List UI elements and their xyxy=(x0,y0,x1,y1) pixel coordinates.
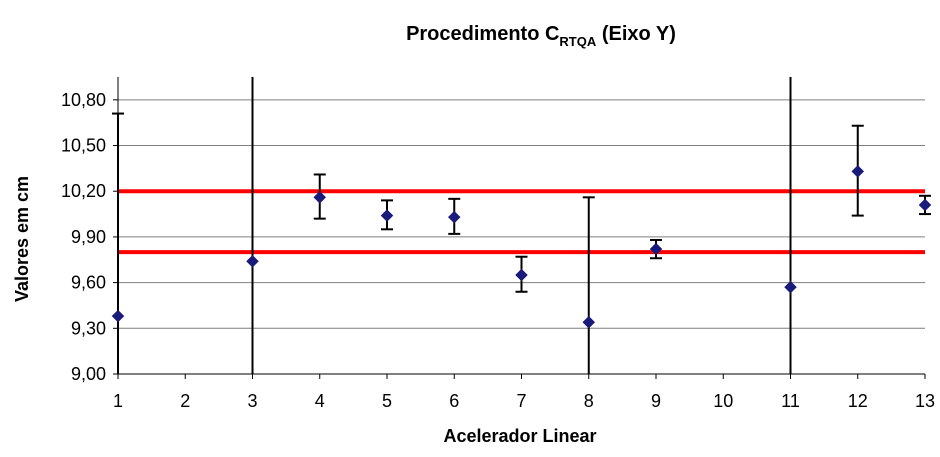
error-bars xyxy=(112,77,931,374)
x-tick-label: 11 xyxy=(781,391,800,411)
data-point-diamond xyxy=(784,280,797,294)
y-tick-label: 9,90 xyxy=(71,227,106,247)
y-tick-label: 10,50 xyxy=(61,136,106,156)
y-tick-label: 9,30 xyxy=(71,318,106,338)
chart-title: Procedimento CRTQA (Eixo Y) xyxy=(406,23,676,49)
y-tick-labels: 9,00 9,30 9,60 9,90 10,20 10,50 10,80 xyxy=(61,90,106,384)
x-tick-label: 2 xyxy=(180,391,190,411)
data-point-diamond xyxy=(582,315,596,329)
x-tick-labels: 1 2 3 4 5 6 7 8 9 10 11 12 13 xyxy=(113,391,935,411)
reference-lines xyxy=(118,189,925,255)
data-point-diamond xyxy=(918,198,932,212)
data-point-diamond xyxy=(380,209,394,222)
data-point-diamond xyxy=(515,268,528,282)
x-tick-label: 9 xyxy=(651,391,661,411)
x-tick-label: 10 xyxy=(713,391,733,411)
data-point-diamond xyxy=(447,210,461,224)
x-tick-label: 1 xyxy=(113,391,123,411)
data-point-diamond xyxy=(246,254,259,268)
data-point-diamond xyxy=(111,309,125,323)
data-point-diamond xyxy=(313,190,327,204)
x-tick-label: 4 xyxy=(315,391,325,411)
data-point-diamond xyxy=(649,242,663,256)
x-tick-label: 12 xyxy=(848,391,868,411)
data-point-diamond xyxy=(851,165,865,178)
y-tick-label: 9,60 xyxy=(71,273,106,293)
x-tick-label: 8 xyxy=(584,391,594,411)
x-tick-label: 3 xyxy=(247,391,257,411)
axes xyxy=(117,77,926,379)
gridlines xyxy=(113,99,925,375)
y-tick-label: 10,80 xyxy=(61,90,106,110)
x-tick-label: 6 xyxy=(449,391,459,411)
x-axis-title: Acelerador Linear xyxy=(443,426,596,446)
data-points xyxy=(111,165,932,329)
y-axis-title: Valores em cm xyxy=(12,176,32,302)
y-tick-label: 9,00 xyxy=(71,364,106,384)
x-tick-label: 7 xyxy=(516,391,526,411)
x-tick-label: 5 xyxy=(382,391,392,411)
y-tick-label: 10,20 xyxy=(61,181,106,201)
x-tick-label: 13 xyxy=(915,391,935,411)
